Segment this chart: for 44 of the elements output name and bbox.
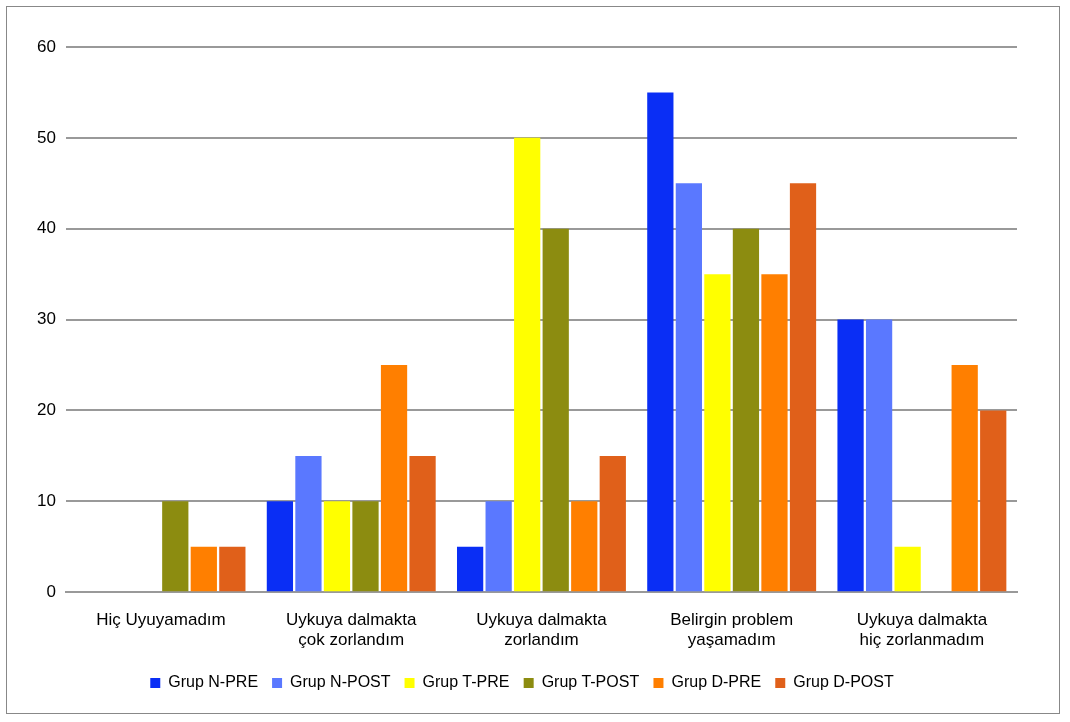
y-tick-label: 30 bbox=[36, 309, 56, 329]
bar bbox=[409, 455, 436, 592]
legend-label: Grup N-POST bbox=[290, 673, 391, 691]
legend-label: Grup T-PRE bbox=[422, 673, 510, 691]
bar bbox=[219, 546, 246, 592]
bar bbox=[514, 137, 541, 592]
bar bbox=[542, 228, 569, 592]
x-tick-label: Hiç Uyuyamadım bbox=[96, 610, 226, 630]
y-tick-label: 50 bbox=[36, 127, 56, 147]
legend-label: Grup N-PRE bbox=[168, 673, 259, 691]
bar bbox=[894, 546, 921, 592]
bar bbox=[599, 455, 626, 592]
legend-label: Grup T-POST bbox=[541, 673, 640, 691]
bar bbox=[352, 501, 379, 592]
bar bbox=[732, 228, 760, 592]
y-tick-label: 40 bbox=[36, 218, 56, 238]
bar bbox=[295, 455, 322, 592]
bar bbox=[647, 92, 674, 592]
bar bbox=[485, 501, 512, 592]
bar bbox=[704, 274, 731, 592]
bar bbox=[837, 319, 864, 592]
legend-label: Grup D-PRE bbox=[671, 673, 762, 691]
bar bbox=[951, 365, 978, 592]
x-tick-label: Belirgin problem yaşamadım bbox=[670, 610, 794, 650]
bar bbox=[266, 501, 294, 592]
x-tick-label: Uykuya dalmakta zorlandım bbox=[476, 610, 608, 650]
bar bbox=[789, 183, 817, 592]
bar bbox=[571, 501, 598, 592]
y-tick-label: 20 bbox=[36, 400, 56, 420]
legend-label: Grup D-POST bbox=[793, 673, 894, 691]
y-tick-label: 0 bbox=[46, 581, 56, 601]
bar bbox=[323, 501, 351, 592]
bar bbox=[761, 274, 788, 592]
bar bbox=[980, 410, 1007, 592]
y-tick-label: 10 bbox=[36, 491, 56, 511]
x-tick-label: Uykuya dalmakta çok zorlandım bbox=[286, 610, 417, 650]
x-tick-label: Uykuya dalmakta hiç zorlanmadım bbox=[856, 610, 988, 650]
y-tick-label: 60 bbox=[36, 36, 56, 56]
bar bbox=[380, 365, 408, 592]
bar bbox=[675, 183, 702, 592]
bar bbox=[190, 546, 217, 592]
bar bbox=[457, 546, 484, 592]
bar bbox=[865, 319, 893, 592]
bar bbox=[162, 501, 189, 592]
